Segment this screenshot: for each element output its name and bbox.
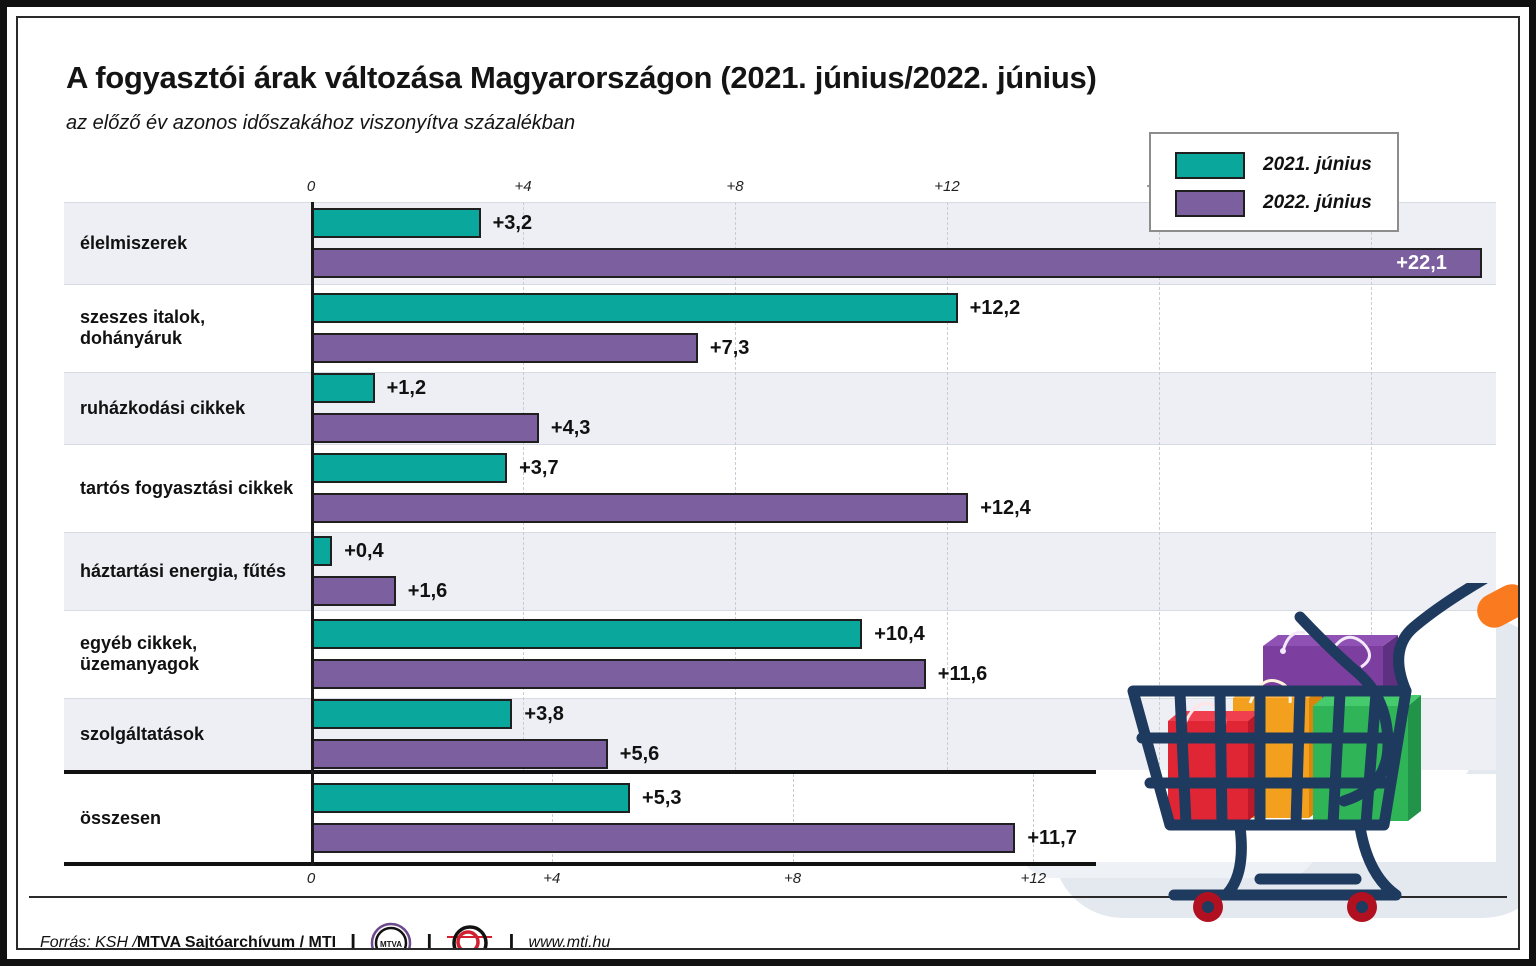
footer-separator-2: |: [426, 930, 433, 950]
footer-divider: [29, 896, 1507, 898]
axis-tick-top: +8: [726, 178, 744, 195]
gridline-total: [792, 774, 794, 862]
total-separator-top: [64, 770, 1096, 774]
gridline: [735, 202, 736, 770]
category-label: ruházkodási cikkek: [80, 397, 246, 418]
source-bold: MTVA Sajtóarchívum / MTI: [136, 934, 337, 950]
footer-separator-1: |: [350, 930, 357, 950]
zero-axis-line: [311, 202, 314, 866]
mti-logo: [447, 925, 493, 948]
poster-inner-frame: A fogyasztói árak változása Magyarország…: [16, 16, 1520, 950]
axis-tick-top: +4: [514, 178, 532, 195]
category-label: élelmiszerek: [80, 232, 188, 253]
bar-value-label: +22,1: [1396, 252, 1447, 274]
bar-value-label: +3,8: [524, 703, 564, 725]
bar-value-label: +5,6: [619, 743, 660, 765]
gridline: [1159, 202, 1160, 770]
bar-2022: [311, 413, 539, 443]
axis-tick-bottom: +12: [1020, 870, 1047, 887]
gridline: [1371, 202, 1372, 770]
chart-row: [64, 372, 1496, 444]
category-label: szeszes italok, dohányáruk: [80, 307, 206, 349]
category-label: tartós fogyasztási cikkek: [80, 477, 294, 498]
category-label: szolgáltatások: [80, 723, 205, 744]
axis-tick-top: 0: [306, 178, 316, 195]
gridline: [523, 202, 524, 770]
bar-value-label-total: +11,7: [1027, 827, 1077, 849]
bar-value-label: +12,2: [969, 297, 1021, 319]
legend-swatch-2021: [1175, 151, 1245, 179]
bar-total-2022: [311, 823, 1016, 853]
source-prefix: Forrás: KSH /: [40, 934, 137, 950]
bar-2022: [311, 659, 926, 689]
bar-2022: [311, 333, 698, 363]
bar-value-label: +7,3: [709, 337, 750, 359]
axis-tick-top: +12: [934, 178, 960, 195]
bar-2021: [311, 536, 333, 566]
gridline-total: [1033, 774, 1035, 862]
bar-2022: [311, 739, 608, 769]
bottom-axis-ticks: 0 +4 +8 +12: [64, 870, 1504, 894]
bar-2021: [311, 453, 508, 483]
decor-blob-6: [1458, 866, 1488, 896]
footer-separator-3: |: [508, 930, 515, 950]
footer: Forrás: KSH / MTVA Sajtóarchívum / MTI |…: [40, 922, 611, 950]
chart-legend: 2021. június 2022. június: [1149, 132, 1399, 232]
bar-value-label: +10,4: [874, 623, 925, 645]
shopping-cart-illustration: [1127, 583, 1518, 922]
gridline-total: [551, 774, 553, 862]
legend-item-2022: 2022. június: [1175, 184, 1397, 222]
legend-item-2021: 2021. június: [1175, 146, 1397, 184]
category-label-total: összesen: [80, 807, 162, 828]
legend-swatch-2022: [1175, 189, 1245, 217]
bar-value-label: +11,6: [937, 663, 988, 685]
legend-label-2022: 2022. június: [1263, 192, 1372, 213]
footer-url: www.mti.hu: [528, 934, 611, 950]
bar-value-label: +12,4: [980, 497, 1031, 519]
bar-total-2021: [311, 783, 631, 813]
bar-value-label: +1,6: [407, 580, 448, 602]
page-title: A fogyasztói árak változása Magyarország…: [66, 60, 1097, 95]
category-label: háztartási energia, fűtés: [80, 560, 287, 581]
bar-2021: [311, 373, 375, 403]
bar-2022: [311, 493, 969, 523]
bar-value-label: +1,2: [386, 377, 427, 399]
chart-row: [64, 532, 1496, 610]
bar-value-label-total: +5,3: [642, 787, 682, 809]
svg-text:MTVA: MTVA: [380, 940, 402, 949]
page-subtitle: az előző év azonos időszakához viszonyít…: [66, 112, 576, 134]
axis-tick-bottom: +8: [784, 870, 802, 887]
category-label: egyéb cikkek, üzemanyagok: [80, 633, 200, 675]
bar-2021: [311, 293, 958, 323]
bar-value-label: +0,4: [344, 540, 384, 562]
legend-label-2021: 2021. június: [1263, 154, 1372, 175]
bar-2021: [311, 619, 863, 649]
mtva-logo: MTVA: [370, 922, 412, 949]
bar-value-label: +3,2: [492, 212, 533, 234]
bar-2022: [311, 248, 1483, 278]
axis-tick-bottom: +4: [543, 870, 561, 887]
bar-2021: [311, 208, 481, 238]
total-separator-bottom: [64, 862, 1096, 866]
axis-tick-bottom: 0: [306, 870, 316, 887]
bar-value-label: +4,3: [550, 417, 591, 439]
bar-value-label: +3,7: [519, 457, 559, 479]
gridline: [947, 202, 948, 770]
bar-2021: [311, 699, 513, 729]
bar-2022: [311, 576, 396, 606]
